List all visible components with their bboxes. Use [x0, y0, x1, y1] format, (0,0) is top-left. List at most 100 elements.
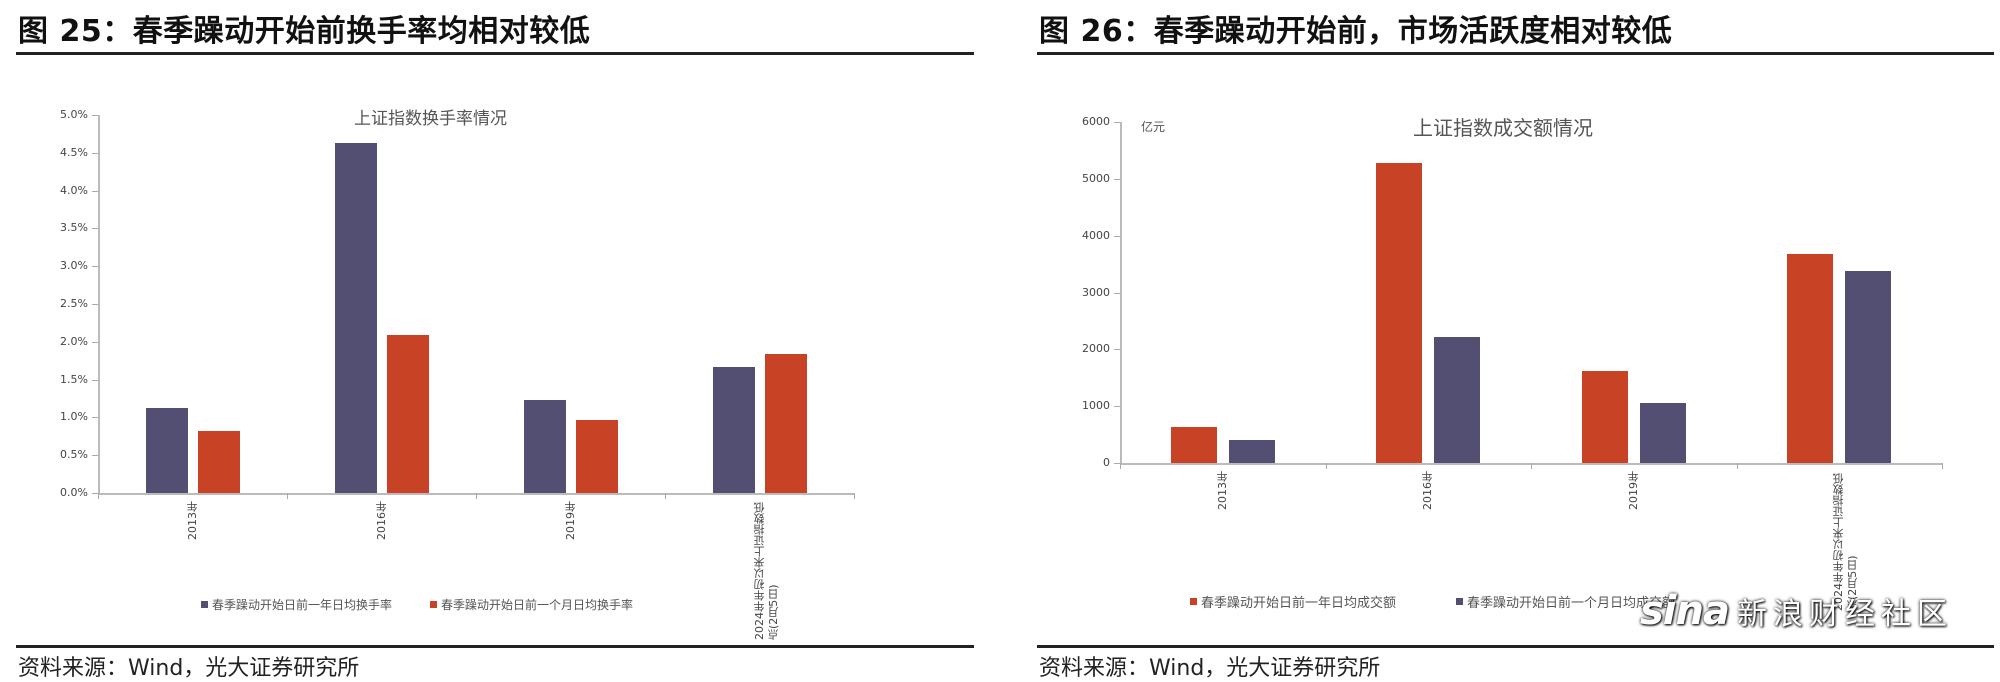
- legend-label: 春季躁动开始日前一个月日均换手率: [441, 598, 634, 612]
- x-tick: [1736, 463, 1738, 469]
- source-note: 资料来源：Wind，光大证券研究所: [18, 656, 360, 681]
- bar-b: [1434, 337, 1481, 463]
- legend-swatch-icon: [201, 601, 208, 608]
- bar-a: [712, 366, 755, 493]
- y-tick: [92, 493, 98, 494]
- sina-watermark: sina 新浪财经社区: [1640, 588, 1953, 634]
- y-tick-label: 3.0%: [60, 259, 88, 273]
- bar-a: [1170, 427, 1217, 463]
- bar-a: [1787, 254, 1834, 463]
- legend-item: 春季躁动开始日前一个月日均换手率: [430, 596, 633, 613]
- title-rule: [1037, 52, 1994, 55]
- y-tick: [92, 341, 98, 343]
- unit-label: 亿元: [1141, 120, 1166, 134]
- y-tick-label: 1.5%: [60, 372, 88, 386]
- y-tick-label: 2.0%: [60, 334, 88, 348]
- x-tick: [1942, 463, 1943, 469]
- y-tick-label: 0.0%: [60, 486, 88, 499]
- y-axis: [98, 115, 100, 493]
- x-category-label: 2013年: [1215, 471, 1229, 510]
- source-note: 资料来源：Wind，光大证券研究所: [1039, 656, 1381, 681]
- x-tick: [476, 493, 477, 499]
- legend-item: 春季躁动开始日前一年日均换手率: [201, 596, 392, 613]
- turnover-chart-plot: 0.0% 0.5% 1.0% 1.5% 2.0% 2.5% 3.0% 3.5% 4.0% 4.5%…: [16, 0, 974, 640]
- y-tick: [1114, 122, 1120, 123]
- x-category-label: 2016年: [374, 501, 388, 540]
- x-tick: [1325, 463, 1327, 469]
- y-tick-label: 2.5%: [60, 297, 88, 310]
- x-tick: [98, 493, 99, 499]
- x-category-label: 2019年: [563, 501, 577, 540]
- bar-b: [197, 431, 240, 493]
- legend-item: 春季躁动开始日前一年日均成交额: [1190, 592, 1396, 611]
- y-tick: [92, 190, 98, 192]
- bar-b: [575, 419, 618, 493]
- x-category-label: 2013年: [185, 501, 199, 540]
- x-tick: [665, 493, 666, 499]
- figure-title: 图 25：春季躁动开始前换手率均相对较低: [18, 14, 591, 49]
- y-tick: [92, 304, 98, 305]
- legend-label: 春季躁动开始日前一年日均换手率: [212, 598, 393, 612]
- volume-chart-plot: 0 1000 2000 3000 4000 5000 6000 2013年 2016年 2019年…: [1037, 0, 1994, 640]
- bar-a: [145, 408, 188, 493]
- x-tick: [1531, 463, 1532, 469]
- bar-b: [386, 334, 429, 493]
- legend-item: 春季躁动开始日前一个月日均成交额: [1456, 592, 1675, 611]
- title-rule: [16, 52, 974, 55]
- y-axis: [1120, 122, 1122, 463]
- y-tick-label: 3.5%: [60, 221, 88, 235]
- y-tick: [92, 152, 98, 154]
- y-tick-label: 5.0%: [60, 108, 88, 121]
- y-tick-label: 1000: [1082, 399, 1110, 413]
- chart-title: 上证指数换手率情况: [354, 109, 507, 129]
- y-tick-label: 3000: [1082, 285, 1110, 299]
- x-category-label: 2016年: [1421, 471, 1435, 510]
- figure-26: 图 26：春季躁动开始前，市场活跃度相对较低 上证指数成交额情况 亿元 0 100…: [1037, 0, 1994, 681]
- figure-25: 图 25：春季躁动开始前换手率均相对较低 上证指数换手率情况 0.0% 0.5% 1…: [16, 0, 974, 681]
- legend-swatch-icon: [430, 601, 438, 608]
- y-tick: [1114, 406, 1120, 408]
- bar-a: [1376, 162, 1423, 463]
- bar-a: [523, 400, 566, 493]
- bar-b: [1845, 271, 1892, 463]
- y-tick-label: 5000: [1082, 171, 1110, 185]
- x-category-label: 2024年年初以来上证指数低点(2月5日): [752, 502, 780, 640]
- y-tick-label: 4.5%: [60, 145, 88, 159]
- x-category-label: 2019年: [1626, 471, 1640, 510]
- y-tick-label: 1.0%: [60, 410, 88, 424]
- y-tick-label: 0.5%: [60, 448, 88, 462]
- x-tick: [1120, 463, 1121, 469]
- y-tick-label: 0: [1103, 456, 1110, 469]
- source-rule: [1037, 645, 1994, 648]
- y-tick-label: 6000: [1082, 115, 1110, 128]
- watermark-text: 新浪财经社区: [1737, 597, 1953, 632]
- chart-legend: 春季躁动开始日前一年日均成交额 春季躁动开始日前一个月日均成交额: [1190, 592, 1675, 611]
- y-tick-label: 4.0%: [60, 183, 88, 197]
- y-tick: [92, 417, 98, 419]
- y-tick-label: 2000: [1082, 342, 1110, 356]
- x-tick: [287, 493, 288, 499]
- legend-swatch-icon: [1456, 598, 1464, 605]
- y-tick: [92, 455, 98, 457]
- y-tick: [1114, 178, 1120, 180]
- legend-label: 春季躁动开始日前一个月日均成交额: [1467, 596, 1676, 611]
- y-tick-label: 4000: [1082, 228, 1110, 242]
- bar-b: [764, 353, 807, 493]
- y-tick: [92, 379, 98, 381]
- source-rule: [16, 645, 974, 648]
- bar-b: [1228, 439, 1275, 463]
- legend-swatch-icon: [1190, 598, 1197, 605]
- legend-label: 春季躁动开始日前一年日均成交额: [1201, 596, 1397, 611]
- bar-a: [1581, 370, 1628, 463]
- y-tick: [1114, 235, 1120, 237]
- bar-b: [1639, 402, 1686, 463]
- y-tick: [1114, 292, 1120, 294]
- y-tick: [92, 266, 98, 268]
- sina-logo-icon: sina: [1640, 588, 1730, 634]
- chart-title: 上证指数成交额情况: [1413, 116, 1593, 140]
- figure-title: 图 26：春季躁动开始前，市场活跃度相对较低: [1039, 14, 1673, 49]
- y-tick: [92, 115, 98, 116]
- y-tick: [1114, 349, 1120, 351]
- y-tick: [1114, 463, 1120, 464]
- x-tick: [854, 493, 855, 499]
